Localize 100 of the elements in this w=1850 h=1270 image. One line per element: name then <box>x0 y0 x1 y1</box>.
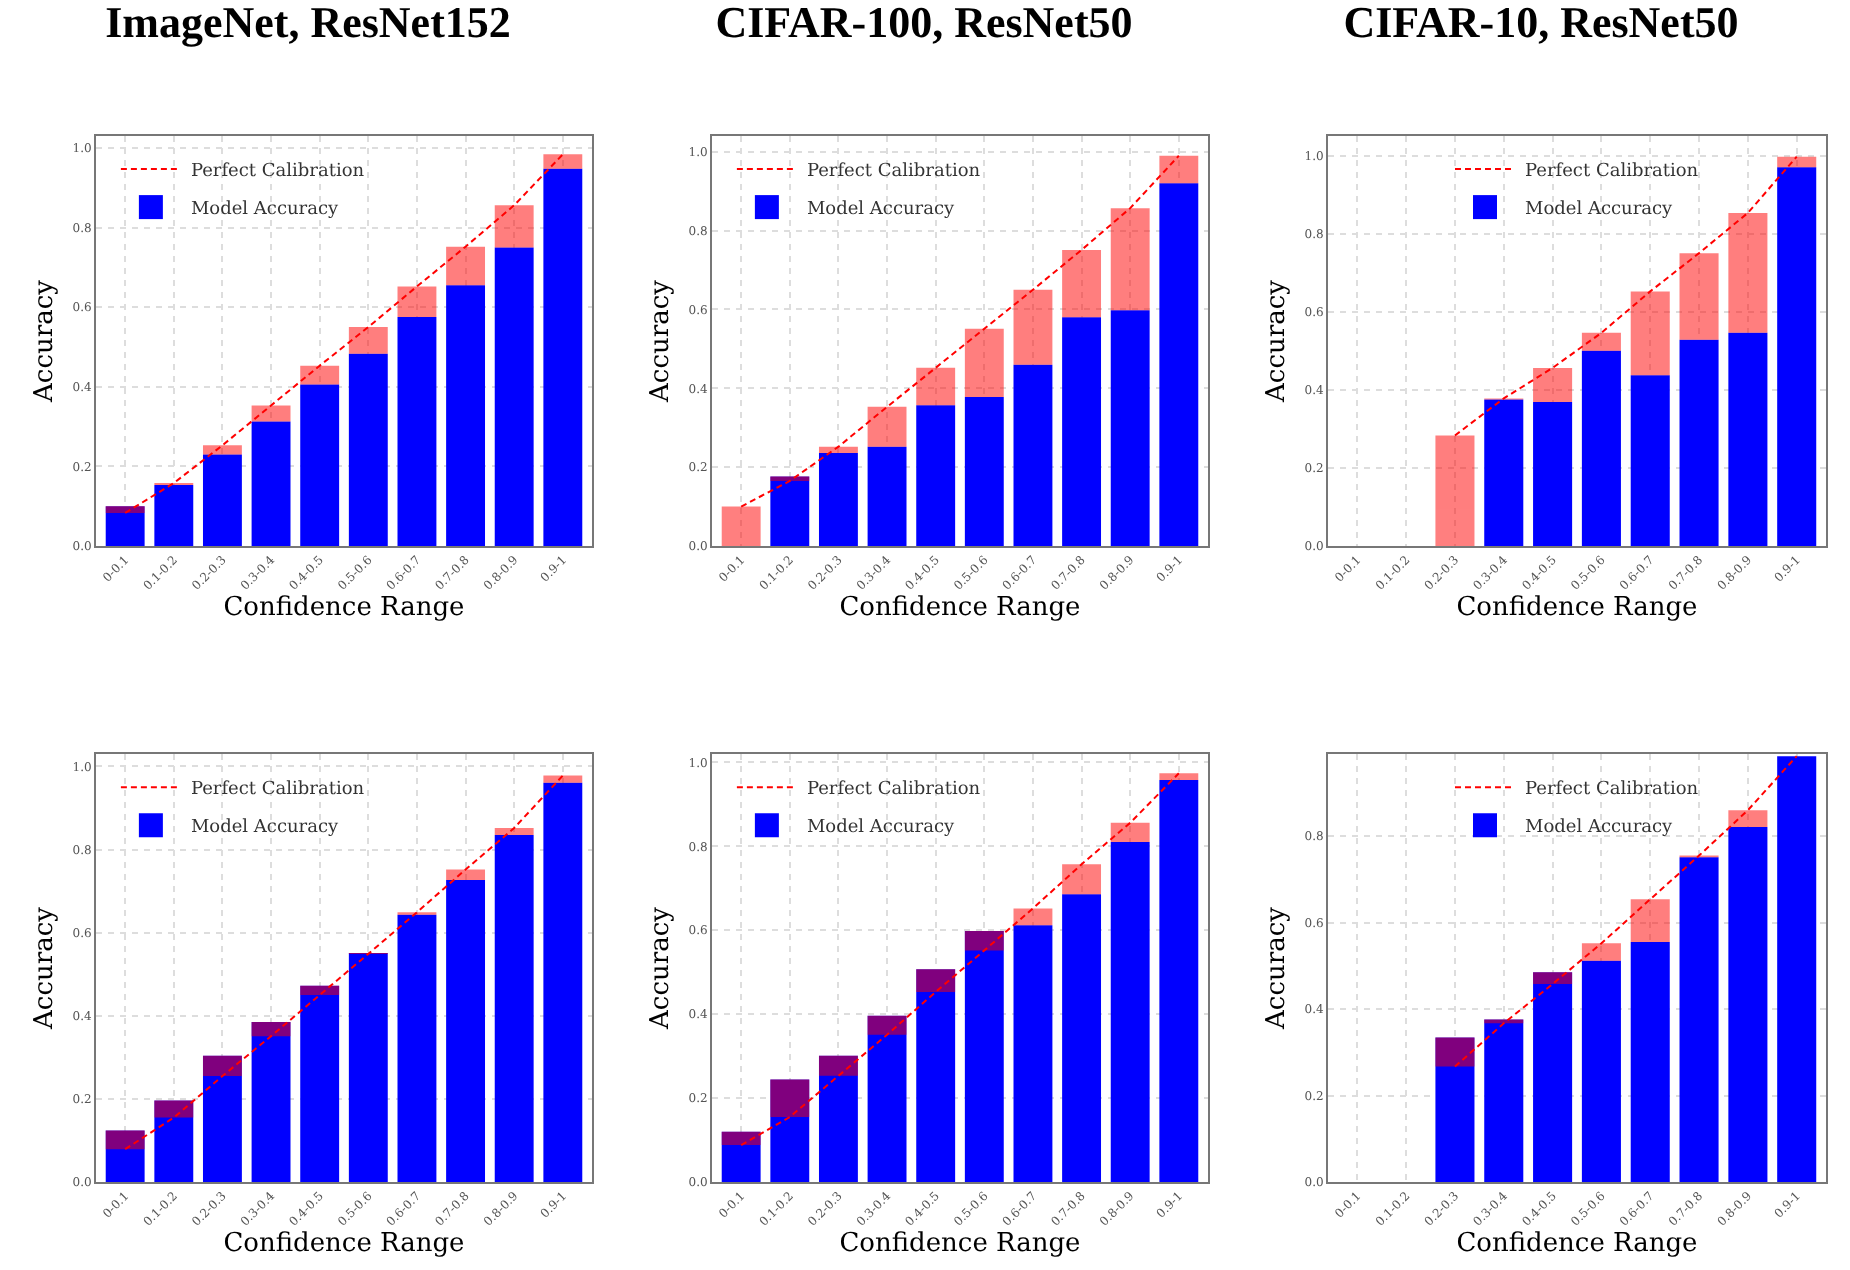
legend-label: Model Accuracy <box>190 200 340 221</box>
bar <box>1581 943 1621 961</box>
x-axis-title: Confidence Range <box>839 593 1082 624</box>
bar <box>1679 253 1719 340</box>
bar <box>105 506 145 546</box>
x-axis-title: Confidence Range <box>1456 593 1699 624</box>
chart-title: ImageNet, ResNet152 <box>105 0 511 48</box>
legend-label: Model Accuracy <box>806 818 956 839</box>
bar <box>1533 972 1573 1182</box>
bar <box>867 1015 907 1182</box>
bar <box>105 1130 145 1182</box>
y-axis-title: Accuracy <box>646 905 677 1031</box>
bar <box>105 1130 145 1150</box>
chart-title: CIFAR-100, ResNet50 <box>715 0 1133 48</box>
bar <box>251 1022 291 1182</box>
bar <box>154 1100 194 1182</box>
bar <box>154 485 194 546</box>
bar <box>1630 291 1670 376</box>
bar <box>1581 332 1621 351</box>
bar <box>251 421 291 546</box>
bar <box>154 1100 194 1118</box>
bar <box>867 1015 907 1035</box>
bar <box>1110 842 1150 1182</box>
chart-title: CIFAR-10, ResNet50 <box>1343 0 1739 48</box>
bar <box>964 328 1004 397</box>
bar <box>1484 399 1524 546</box>
legend-label: Perfect Calibration <box>1525 780 1699 801</box>
line-series <box>1453 755 1798 1068</box>
bar <box>818 452 858 546</box>
legend-label: Model Accuracy <box>1525 200 1675 221</box>
bar <box>1159 773 1199 781</box>
bar <box>1159 183 1199 546</box>
bar <box>1110 310 1150 546</box>
bar <box>1728 810 1768 828</box>
bar <box>300 985 340 1182</box>
x-axis-title: Confidence Range <box>223 593 466 624</box>
bar <box>494 205 534 248</box>
bar <box>105 506 145 513</box>
bar <box>721 506 761 546</box>
bar <box>494 247 534 546</box>
bar <box>1533 367 1573 402</box>
bar <box>543 782 583 1182</box>
bar <box>543 168 583 546</box>
legend-label: Perfect Calibration <box>190 780 365 801</box>
bar <box>397 286 437 318</box>
x-axis-title: Confidence Range <box>223 1229 466 1260</box>
bar <box>1630 899 1670 943</box>
bar <box>1484 1019 1524 1182</box>
bar <box>300 384 340 546</box>
bar <box>964 931 1004 951</box>
bar <box>1110 208 1150 311</box>
bar <box>1013 908 1053 926</box>
bar <box>964 396 1004 546</box>
x-axis-title: Confidence Range <box>1456 1229 1699 1260</box>
bar <box>202 1055 242 1182</box>
bar <box>1777 167 1817 546</box>
bar <box>1013 364 1053 546</box>
bar <box>916 405 956 546</box>
bar <box>1728 212 1768 333</box>
bar <box>1159 780 1199 1182</box>
bar <box>770 476 810 546</box>
bar <box>1777 756 1817 1182</box>
bar <box>1062 894 1102 1182</box>
bar <box>202 445 242 455</box>
x-axis-title: Confidence Range <box>839 1229 1082 1260</box>
bar <box>770 1079 810 1117</box>
bar <box>1533 972 1573 984</box>
line-series <box>124 153 564 514</box>
legend-label: Perfect Calibration <box>806 780 981 801</box>
legend-label: Perfect Calibration <box>1525 162 1699 183</box>
bar <box>721 1131 761 1146</box>
bar <box>1013 289 1053 365</box>
bar <box>543 154 583 169</box>
bar <box>1679 857 1719 1182</box>
bar <box>202 454 242 546</box>
line-series <box>124 774 564 1151</box>
bar <box>916 367 956 406</box>
bar <box>1630 375 1670 546</box>
bar <box>818 1055 858 1182</box>
bar <box>818 446 858 453</box>
bar <box>300 365 340 385</box>
bar <box>964 931 1004 1182</box>
bar <box>446 869 486 880</box>
bar <box>1728 827 1768 1182</box>
bar <box>348 327 388 354</box>
bar <box>494 827 534 836</box>
y-axis-title: Accuracy <box>30 278 61 404</box>
bar <box>1110 822 1150 843</box>
bar <box>1728 332 1768 546</box>
bar <box>818 1055 858 1076</box>
bar <box>1679 339 1719 546</box>
bar <box>1435 1037 1475 1182</box>
bar <box>348 353 388 546</box>
bar <box>543 775 583 783</box>
y-axis-title: Accuracy <box>1262 278 1293 404</box>
bar <box>1581 960 1621 1182</box>
line-series <box>1453 155 1798 437</box>
bar <box>300 985 340 995</box>
bar <box>770 1079 810 1182</box>
bar <box>867 446 907 546</box>
